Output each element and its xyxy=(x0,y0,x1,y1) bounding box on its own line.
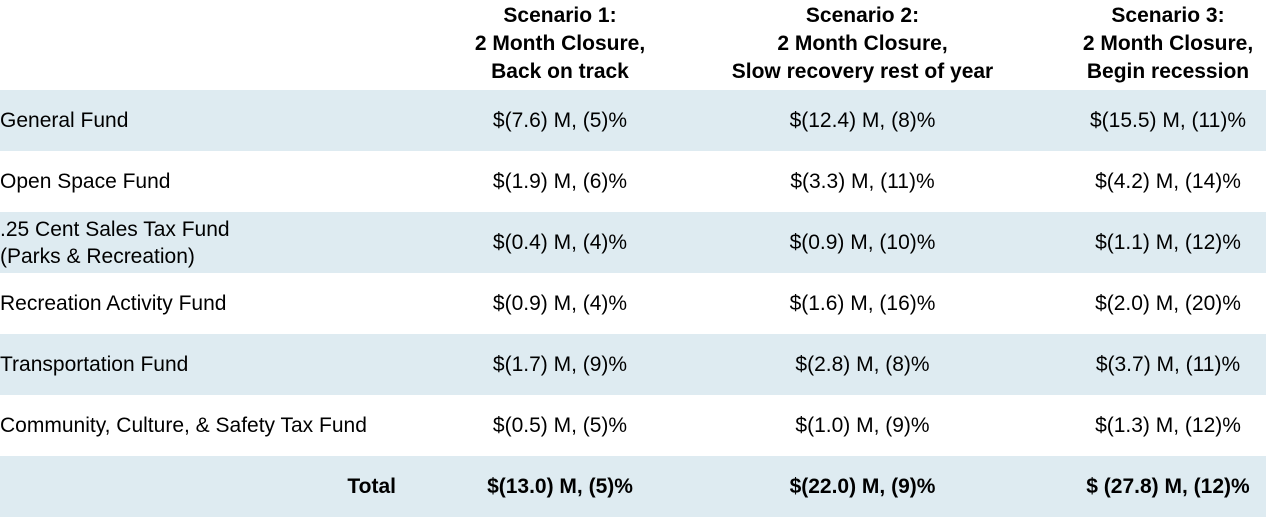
row-label-text: Community, Culture, & Safety Tax Fund xyxy=(0,414,367,437)
scenario-1-value: $(7.6) M, (5)% xyxy=(492,108,628,132)
scenario-1-title: Scenario 1: xyxy=(503,4,617,27)
scenario-3-value: $(2.0) M, (20)% xyxy=(1095,291,1241,315)
scenario-1-value: $(0.9) M, (4)% xyxy=(492,291,628,315)
row-label: Open Space Fund xyxy=(0,151,440,212)
row-label: General Fund xyxy=(0,90,440,151)
scenario-2-subtitle: 2 Month Closure, xyxy=(777,32,948,55)
row-label: Recreation Activity Fund xyxy=(0,273,440,334)
scenario-3-total: $ (27.8) M, (12)% xyxy=(1086,474,1250,498)
scenario-1-subtitle: 2 Month Closure, xyxy=(474,32,646,55)
scenario-2-value: $(1.0) M, (9)% xyxy=(795,413,930,437)
row-label: .25 Cent Sales Tax Fund (Parks & Recreat… xyxy=(0,212,440,273)
total-label: Total xyxy=(347,475,396,498)
scenario-2-description: Slow recovery rest of year xyxy=(731,60,994,83)
scenario-2-value: $(1.6) M, (16)% xyxy=(789,291,936,315)
scenario-2-value: $(0.9) M, (10)% xyxy=(789,230,936,254)
scenario-2-header: Scenario 2: 2 Month Closure, Slow recove… xyxy=(700,2,1025,86)
row-label-text: .25 Cent Sales Tax Fund xyxy=(0,217,230,241)
scenario-1-value: $(1.9) M, (6)% xyxy=(492,169,628,193)
scenario-1-value: $(0.4) M, (4)% xyxy=(492,230,628,254)
scenario-3-title: Scenario 3: xyxy=(1111,4,1225,27)
row-label-text: General Fund xyxy=(0,109,129,132)
scenario-3-value: $(1.3) M, (12)% xyxy=(1095,413,1241,437)
row-label: Transportation Fund xyxy=(0,334,440,395)
table-row-recreation-activity-fund: Recreation Activity Fund $(0.9) M, (4)% … xyxy=(0,273,1266,334)
scenario-3-value: $(15.5) M, (11)% xyxy=(1090,108,1246,132)
row-label-text: Open Space Fund xyxy=(0,170,171,193)
scenario-3-description: Begin recession xyxy=(1086,60,1250,83)
table-row-general-fund: General Fund $(7.6) M, (5)% $(12.4) M, (… xyxy=(0,90,1266,151)
scenario-1-description: Back on track xyxy=(491,60,629,83)
scenario-3-value: $(3.7) M, (11)% xyxy=(1095,352,1241,376)
table-row-sales-tax-fund: .25 Cent Sales Tax Fund (Parks & Recreat… xyxy=(0,212,1266,273)
row-label-text: Recreation Activity Fund xyxy=(0,292,227,315)
scenario-1-total: $(13.0) M, (5)% xyxy=(487,474,633,498)
scenario-2-value: $(2.8) M, (8)% xyxy=(795,352,930,376)
row-label: Community, Culture, & Safety Tax Fund xyxy=(0,395,440,456)
scenario-3-subtitle: 2 Month Closure, xyxy=(1082,32,1254,55)
table-row-transportation-fund: Transportation Fund $(1.7) M, (9)% $(2.8… xyxy=(0,334,1266,395)
scenario-1-value: $(0.5) M, (5)% xyxy=(492,413,628,437)
scenario-3-value: $(1.1) M, (12)% xyxy=(1095,230,1241,254)
table-row-community-culture-safety-fund: Community, Culture, & Safety Tax Fund $(… xyxy=(0,395,1266,456)
scenario-2-title: Scenario 2: xyxy=(805,4,920,27)
table-row-open-space-fund: Open Space Fund $(1.9) M, (6)% $(3.3) M,… xyxy=(0,151,1266,212)
scenario-2-value: $(3.3) M, (11)% xyxy=(790,169,935,193)
scenario-2-value: $(12.4) M, (8)% xyxy=(789,108,936,132)
scenario-1-value: $(1.7) M, (9)% xyxy=(492,352,628,376)
row-label-text: Transportation Fund xyxy=(0,353,189,376)
scenario-3-value: $(4.2) M, (14)% xyxy=(1095,169,1241,193)
scenario-1-header: Scenario 1: 2 Month Closure, Back on tra… xyxy=(440,2,680,86)
scenario-2-total: $(22.0) M, (9)% xyxy=(789,474,936,498)
table-header: Scenario 1: 2 Month Closure, Back on tra… xyxy=(0,0,1266,90)
scenario-3-header: Scenario 3: 2 Month Closure, Begin reces… xyxy=(1060,2,1266,86)
row-label-subtext: (Parks & Recreation) xyxy=(0,244,195,268)
table-row-total: Total $(13.0) M, (5)% $(22.0) M, (9)% $ … xyxy=(0,456,1266,517)
